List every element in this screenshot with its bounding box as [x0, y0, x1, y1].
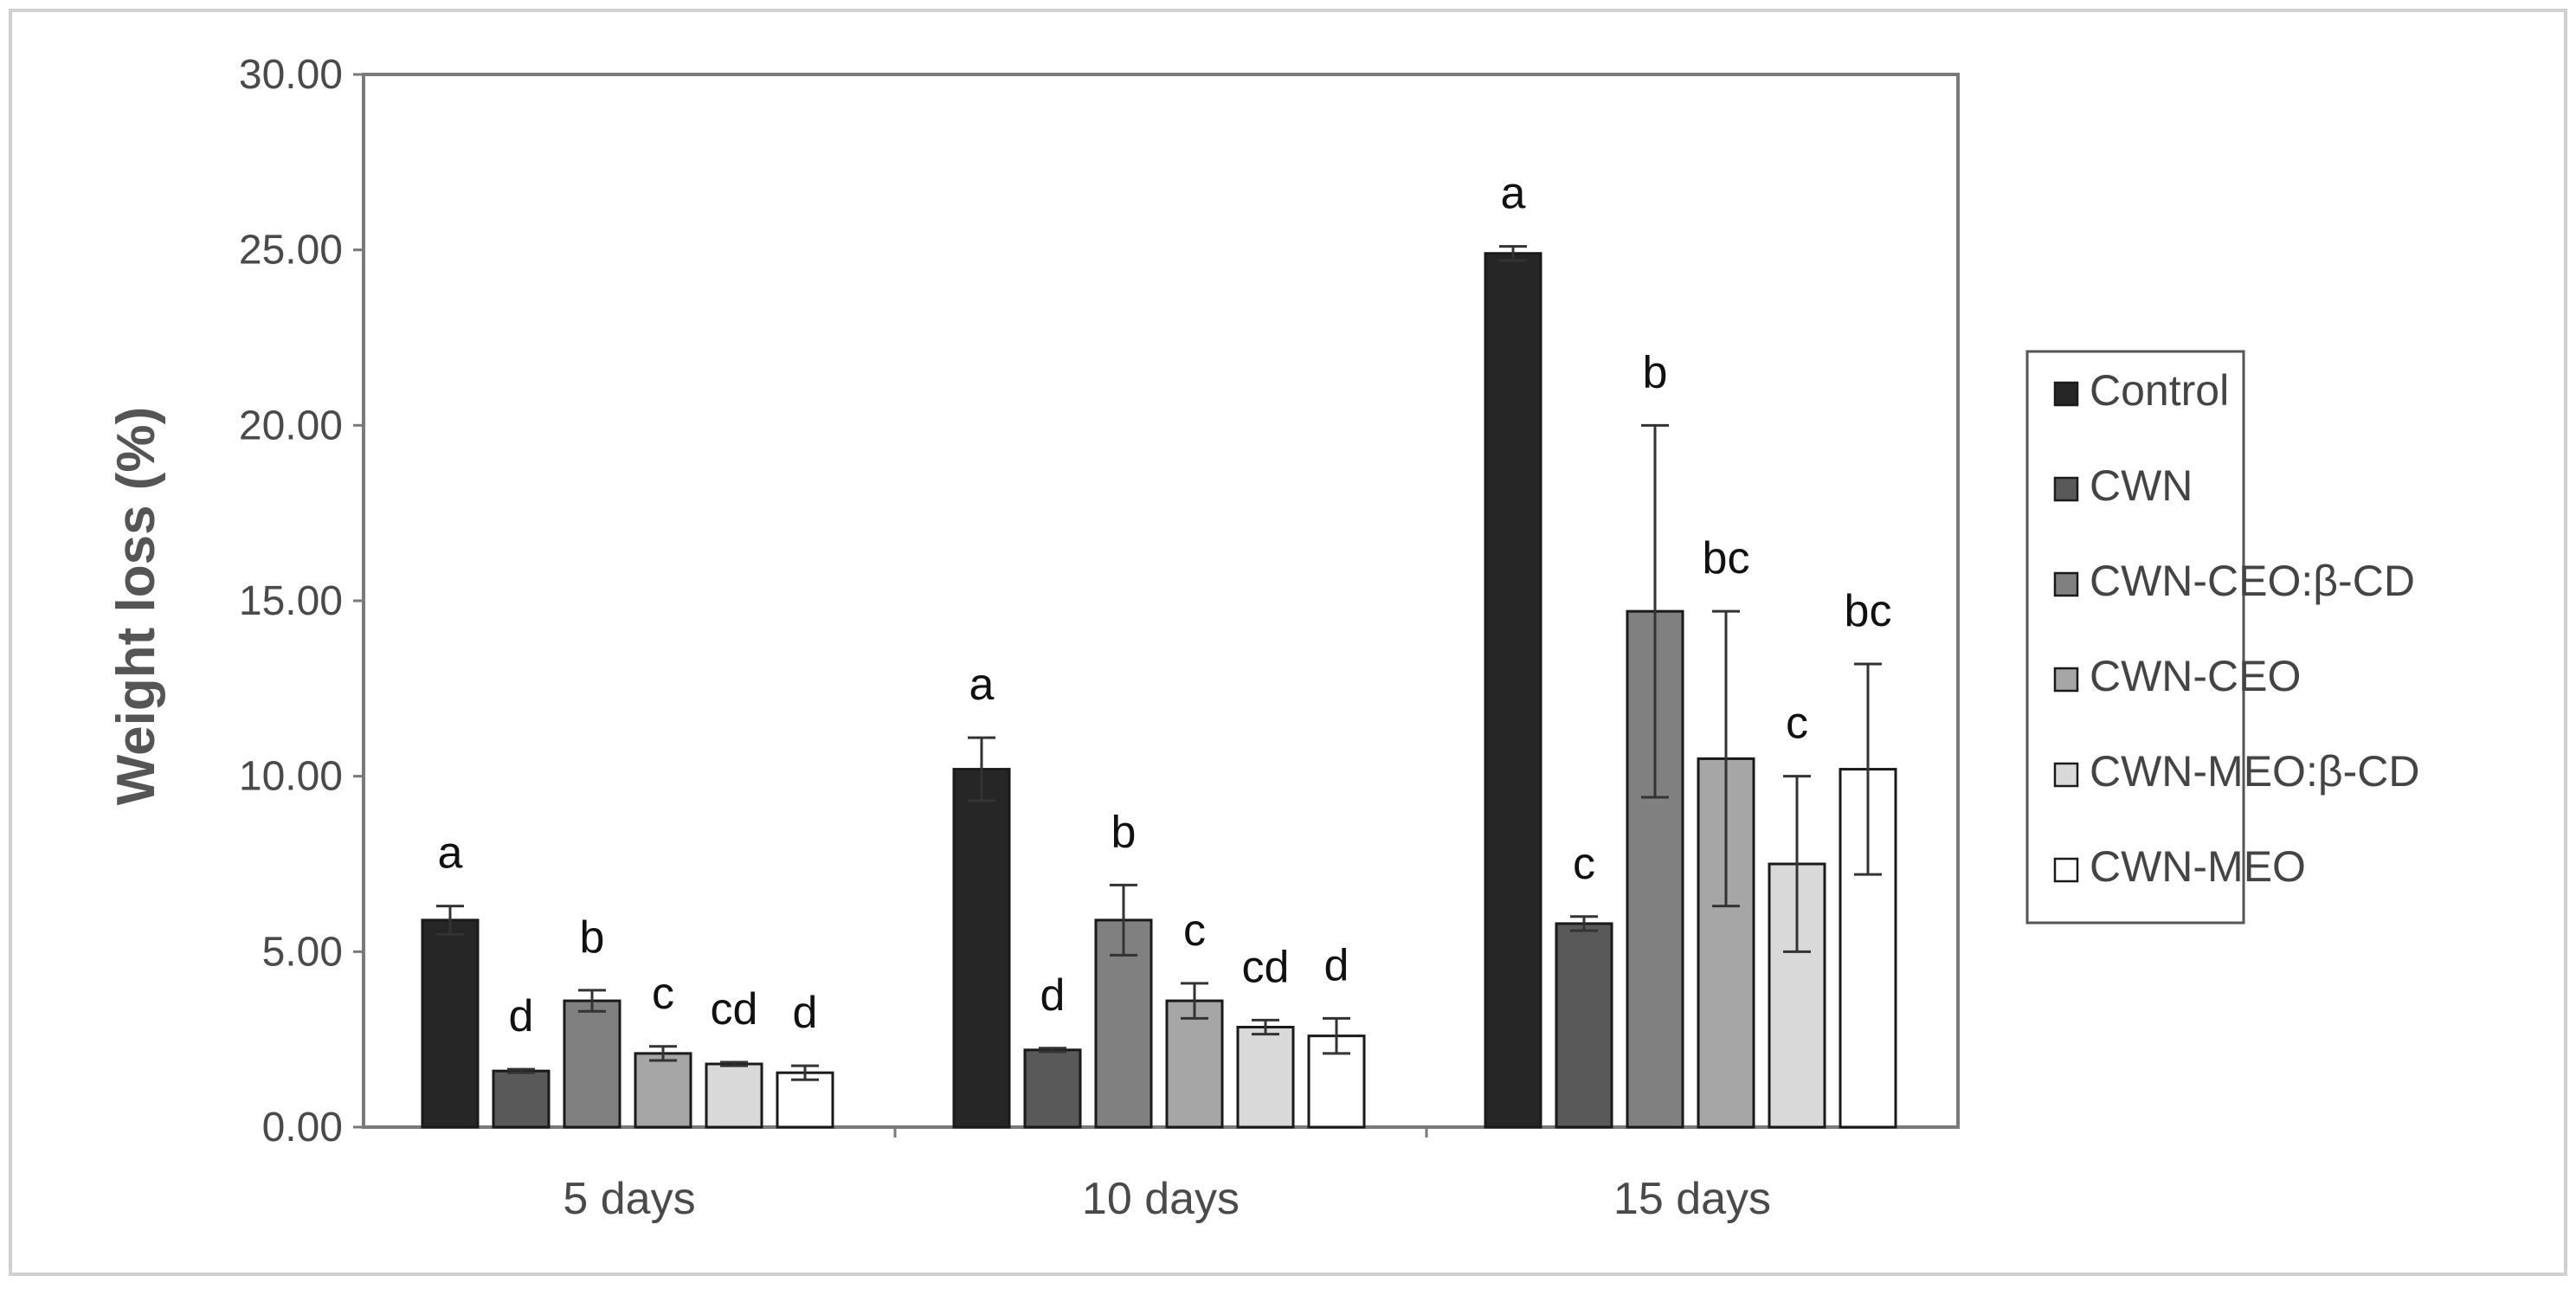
- legend-swatch: [2053, 857, 2079, 883]
- significance-label: c: [1786, 699, 1808, 749]
- bar: [634, 1052, 692, 1129]
- legend-entry-label: CWN-MEO: [2090, 842, 2306, 891]
- significance-label: c: [1183, 906, 1206, 956]
- y-tick-label: 5.00: [262, 929, 343, 975]
- legend-entry-label: CWN-MEO:β-CD: [2090, 747, 2419, 796]
- bar: [705, 1062, 763, 1129]
- significance-label: b: [1111, 807, 1137, 857]
- bar: [1484, 252, 1542, 1129]
- significance-label: a: [969, 660, 995, 710]
- significance-label: bc: [1845, 586, 1892, 636]
- bar: [1236, 1025, 1295, 1129]
- significance-label: d: [793, 988, 818, 1038]
- y-tick-label: 20.00: [239, 403, 343, 448]
- significance-label: a: [1501, 169, 1526, 219]
- significance-label: c: [652, 969, 674, 1019]
- x-category-label: 5 days: [563, 1174, 695, 1224]
- x-category-label: 10 days: [1082, 1174, 1240, 1224]
- legend-swatch: [2053, 476, 2079, 502]
- legend-entry-label: CWN-CEO: [2090, 652, 2301, 700]
- significance-label: cd: [711, 984, 758, 1034]
- significance-label: b: [1643, 347, 1668, 397]
- legend-entry-label: CWN-CEO:β-CD: [2090, 557, 2415, 605]
- significance-label: d: [509, 991, 534, 1041]
- legend-box: [2025, 350, 2245, 925]
- bar: [563, 999, 621, 1129]
- y-tick-label: 15.00: [239, 578, 343, 624]
- y-tick-label: 0.00: [262, 1105, 343, 1150]
- legend-entry-label: Control: [2090, 366, 2229, 415]
- significance-label: cd: [1242, 942, 1290, 992]
- y-axis-label: Weight loss (%): [106, 407, 166, 805]
- legend-swatch: [2053, 762, 2079, 788]
- bar: [492, 1069, 551, 1129]
- y-tick-label: 25.00: [239, 228, 343, 274]
- significance-label: d: [1324, 940, 1349, 990]
- legend-swatch: [2053, 667, 2079, 693]
- legend-swatch: [2053, 381, 2079, 407]
- legend-entry-label: CWN: [2090, 461, 2193, 510]
- significance-label: a: [438, 828, 463, 879]
- y-tick-label: 10.00: [239, 754, 343, 800]
- bar: [1023, 1048, 1082, 1129]
- legend-swatch: [2053, 571, 2079, 597]
- y-tick-label: 30.00: [239, 52, 343, 98]
- legend: Control CWN CWN-CEO:β-CD CWN-CEO CWN-MEO:β-C…: [2025, 350, 2419, 925]
- bar: [421, 918, 480, 1129]
- significance-label: c: [1573, 839, 1595, 889]
- bar: [952, 768, 1011, 1129]
- x-category-label: 15 days: [1613, 1174, 1771, 1224]
- bar: [1165, 999, 1224, 1129]
- significance-label: d: [1040, 970, 1066, 1021]
- bar: [1555, 922, 1613, 1129]
- plot-area: 0.00 5.00 10.00 15.00 20.00 25.00 30.00 5 days a…: [239, 52, 1960, 1224]
- significance-label: b: [580, 912, 605, 963]
- significance-label: bc: [1703, 533, 1750, 583]
